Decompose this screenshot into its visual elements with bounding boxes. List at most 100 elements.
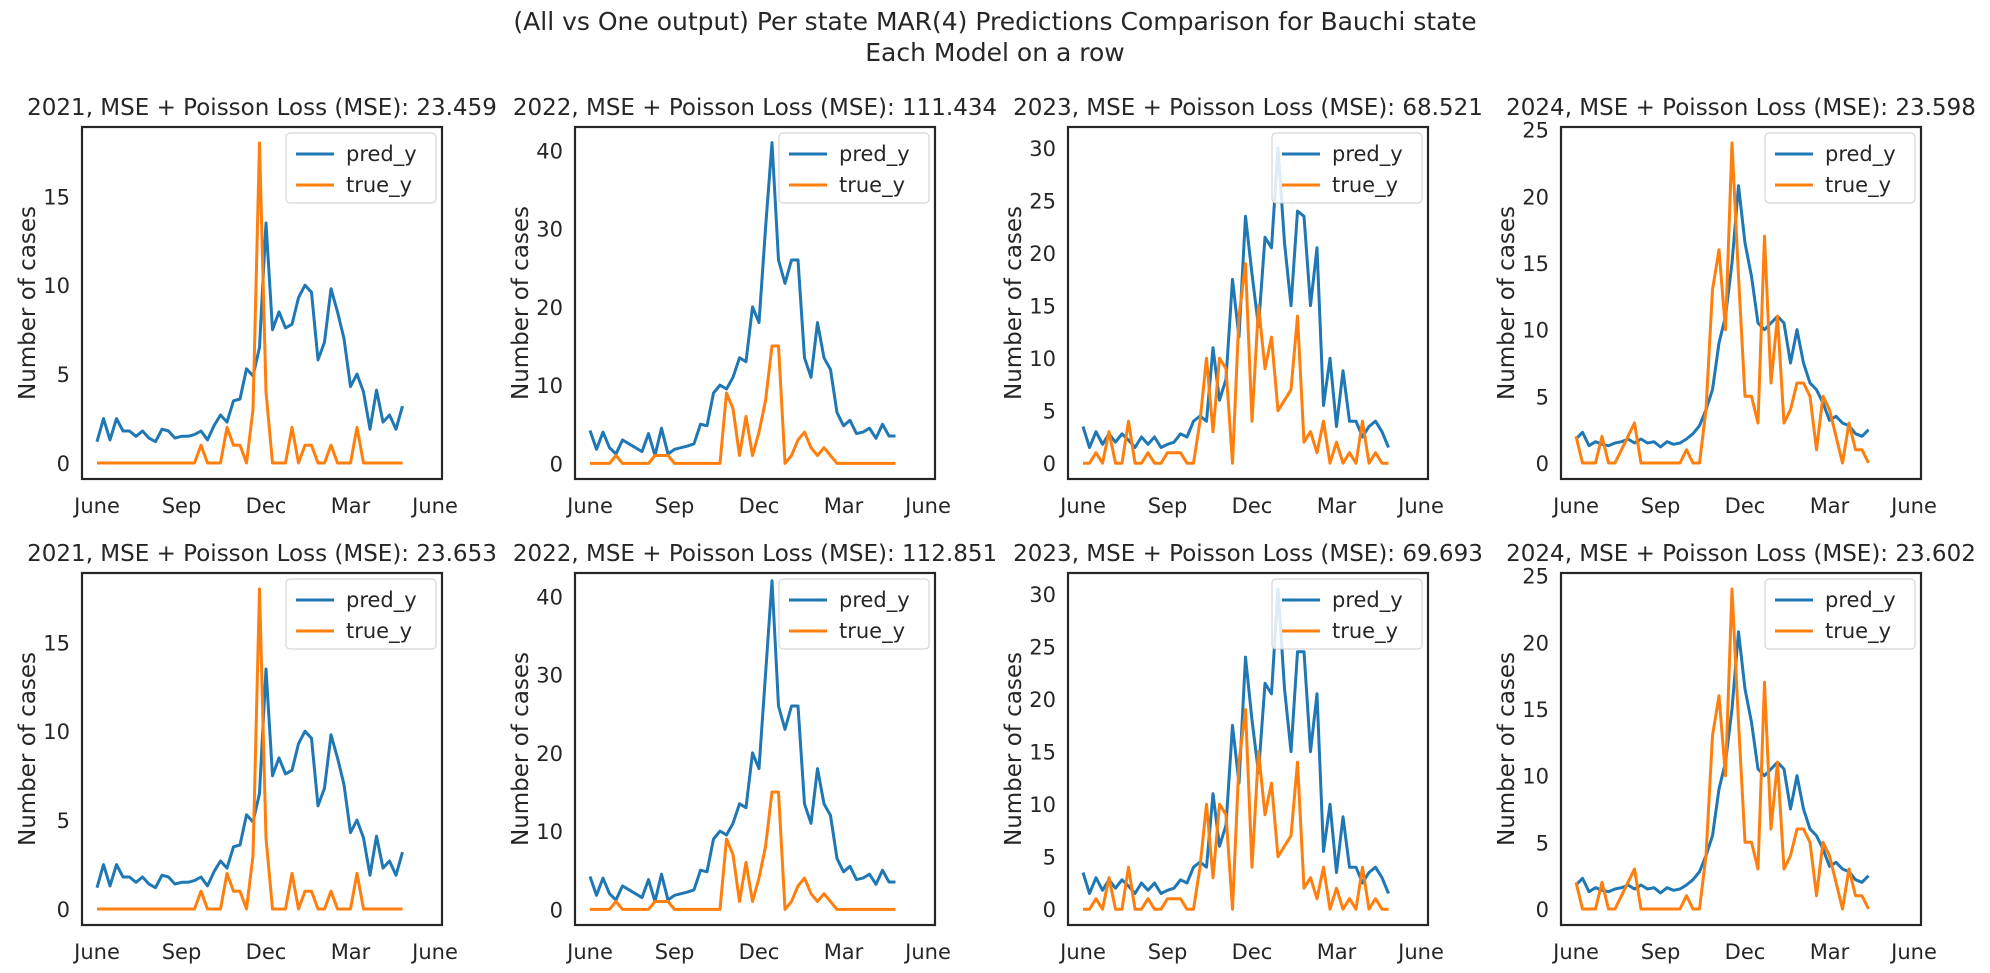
series-line-pred-y bbox=[588, 141, 896, 457]
x-tick-label: June bbox=[72, 940, 120, 964]
legend: pred_y true_y bbox=[778, 132, 930, 204]
x-tick-label: June bbox=[72, 494, 120, 518]
x-tick-label: June bbox=[1551, 494, 1599, 518]
axes-frame bbox=[1066, 571, 1430, 927]
y-axis-label: Number of cases bbox=[1494, 206, 1520, 400]
legend-label: true_y bbox=[346, 173, 412, 198]
y-tick-label: 0 bbox=[57, 452, 70, 476]
x-tick-label: June bbox=[410, 494, 458, 518]
y-tick-label: 15 bbox=[1029, 295, 1056, 319]
y-tick-label: 20 bbox=[536, 742, 563, 766]
legend-label: true_y bbox=[839, 173, 905, 198]
y-tick-label: 0 bbox=[550, 452, 563, 476]
legend-label: true_y bbox=[839, 619, 905, 644]
axes-frame bbox=[80, 571, 444, 927]
y-tick-label: 30 bbox=[536, 218, 563, 242]
x-tick-label: Sep bbox=[1641, 940, 1681, 964]
y-tick-label: 0 bbox=[1043, 452, 1056, 476]
series-line-pred-y bbox=[95, 667, 404, 890]
y-tick-label: 10 bbox=[43, 720, 70, 744]
y-tick-label: 20 bbox=[1522, 631, 1549, 655]
x-tick-label: Mar bbox=[1810, 940, 1850, 964]
y-tick-label: 30 bbox=[536, 664, 563, 688]
y-tick-label: 5 bbox=[57, 363, 70, 387]
subplot-5: 2021, MSE + Poisson Loss (MSE): 23.653 Nu… bbox=[15, 541, 497, 964]
y-tick-label: 15 bbox=[1522, 698, 1549, 722]
x-tick-label: June bbox=[1396, 940, 1444, 964]
y-tick-label: 30 bbox=[1029, 583, 1056, 607]
y-tick-label: 10 bbox=[1522, 319, 1549, 343]
series-line-pred-y bbox=[588, 579, 896, 903]
y-tick-label: 0 bbox=[1043, 898, 1056, 922]
x-tick-label: Sep bbox=[162, 940, 202, 964]
x-tick-label: Sep bbox=[1148, 940, 1188, 964]
x-tick-label: June bbox=[1396, 494, 1444, 518]
x-tick-label: Dec bbox=[739, 940, 780, 964]
x-tick-label: June bbox=[565, 494, 613, 518]
subplot-title: 2022, MSE + Poisson Loss (MSE): 112.851 bbox=[513, 541, 997, 567]
axes-frame bbox=[573, 125, 937, 481]
x-tick-label: Sep bbox=[655, 940, 695, 964]
y-tick-label: 5 bbox=[57, 809, 70, 833]
y-tick-label: 5 bbox=[1536, 385, 1549, 409]
legend-label: pred_y bbox=[346, 142, 417, 167]
y-tick-label: 15 bbox=[43, 185, 70, 209]
x-tick-label: Dec bbox=[1725, 494, 1766, 518]
subplot-3: 2023, MSE + Poisson Loss (MSE): 68.521 Nu… bbox=[1001, 95, 1483, 518]
axes-frame bbox=[80, 125, 444, 481]
x-tick-label: Sep bbox=[1641, 494, 1681, 518]
y-tick-label: 25 bbox=[1029, 636, 1056, 660]
y-tick-label: 25 bbox=[1029, 190, 1056, 214]
subplot-title: 2021, MSE + Poisson Loss (MSE): 23.459 bbox=[27, 95, 497, 121]
y-tick-label: 25 bbox=[1522, 119, 1549, 143]
series-line-pred-y bbox=[95, 221, 404, 444]
legend-label: true_y bbox=[1825, 619, 1891, 644]
y-tick-label: 5 bbox=[1043, 400, 1056, 424]
legend: pred_y true_y bbox=[1271, 578, 1423, 650]
x-tick-label: June bbox=[903, 940, 951, 964]
y-tick-label: 10 bbox=[536, 374, 563, 398]
x-tick-label: Dec bbox=[1232, 494, 1273, 518]
figure-suptitle: (All vs One output) Per state MAR(4) Pre… bbox=[0, 6, 1990, 68]
subplot-title: 2022, MSE + Poisson Loss (MSE): 111.434 bbox=[513, 95, 997, 121]
series-line-true-y bbox=[1574, 141, 1870, 465]
series-line-true-y bbox=[97, 141, 403, 465]
subplot-1: 2021, MSE + Poisson Loss (MSE): 23.459 Nu… bbox=[15, 95, 497, 518]
y-tick-label: 10 bbox=[1522, 765, 1549, 789]
subplot-title: 2021, MSE + Poisson Loss (MSE): 23.653 bbox=[27, 541, 497, 567]
x-tick-label: Mar bbox=[331, 494, 371, 518]
y-axis-label: Number of cases bbox=[15, 206, 41, 400]
legend-label: true_y bbox=[1332, 619, 1398, 644]
legend: pred_y true_y bbox=[1764, 132, 1916, 204]
y-tick-label: 10 bbox=[1029, 793, 1056, 817]
legend-label: true_y bbox=[1332, 173, 1398, 198]
y-tick-label: 15 bbox=[43, 631, 70, 655]
x-tick-label: June bbox=[1058, 940, 1106, 964]
y-tick-label: 25 bbox=[1522, 565, 1549, 589]
y-axis-label: Number of cases bbox=[1001, 652, 1027, 846]
series-line-pred-y bbox=[1574, 630, 1870, 895]
y-tick-label: 0 bbox=[1536, 452, 1549, 476]
y-tick-label: 10 bbox=[1029, 347, 1056, 371]
legend-label: pred_y bbox=[346, 588, 417, 613]
subplot-8: 2024, MSE + Poisson Loss (MSE): 23.602 Nu… bbox=[1494, 541, 1976, 964]
y-tick-label: 15 bbox=[1522, 252, 1549, 276]
y-tick-label: 0 bbox=[550, 898, 563, 922]
y-axis-label: Number of cases bbox=[1001, 206, 1027, 400]
legend: pred_y true_y bbox=[1271, 132, 1423, 204]
series-line-true-y bbox=[1574, 587, 1870, 911]
x-tick-label: Mar bbox=[824, 494, 864, 518]
legend-label: pred_y bbox=[1825, 142, 1896, 167]
legend: pred_y true_y bbox=[285, 132, 437, 204]
axes-frame bbox=[573, 571, 937, 927]
series-line-true-y bbox=[590, 790, 896, 911]
y-tick-label: 20 bbox=[536, 296, 563, 320]
legend: pred_y true_y bbox=[1764, 578, 1916, 650]
x-tick-label: June bbox=[1058, 494, 1106, 518]
x-tick-label: June bbox=[1551, 940, 1599, 964]
y-tick-label: 0 bbox=[1536, 898, 1549, 922]
y-axis-label: Number of cases bbox=[15, 652, 41, 846]
suptitle-line-2: Each Model on a row bbox=[865, 38, 1125, 67]
subplot-title: 2024, MSE + Poisson Loss (MSE): 23.598 bbox=[1506, 95, 1976, 121]
y-axis-label: Number of cases bbox=[508, 206, 534, 400]
